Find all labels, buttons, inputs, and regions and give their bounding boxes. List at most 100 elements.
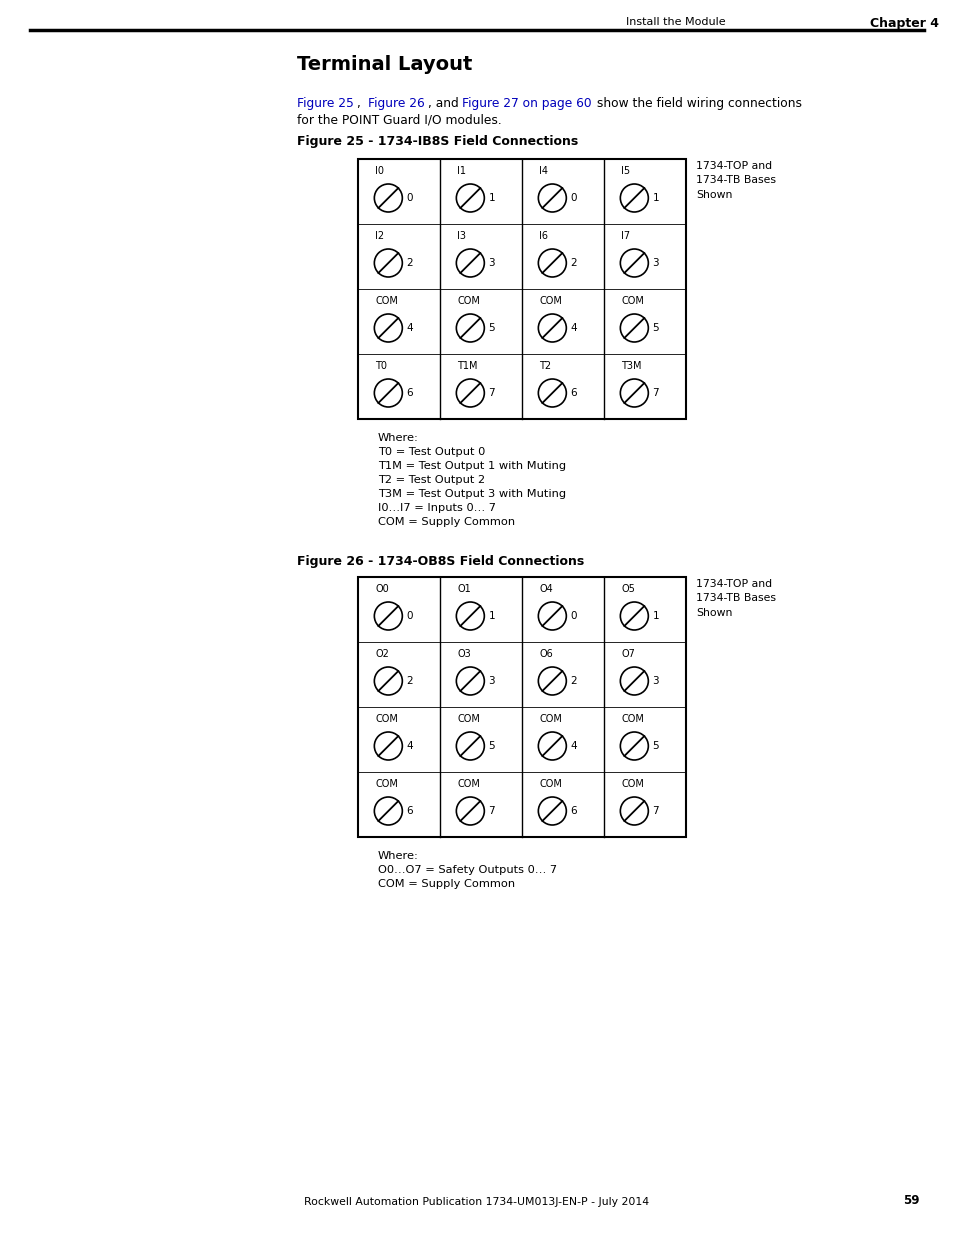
Circle shape: [619, 379, 648, 408]
Bar: [357, 577, 685, 837]
Text: 2: 2: [406, 676, 413, 685]
Text: 6: 6: [570, 806, 577, 816]
Text: T3M: T3M: [620, 361, 641, 370]
Text: O2: O2: [375, 650, 389, 659]
Text: T1M = Test Output 1 with Muting: T1M = Test Output 1 with Muting: [377, 461, 565, 471]
Text: I3: I3: [456, 231, 466, 241]
Circle shape: [456, 249, 484, 277]
Circle shape: [537, 667, 566, 695]
Circle shape: [374, 379, 402, 408]
Text: T1M: T1M: [456, 361, 477, 370]
Text: ,: ,: [356, 98, 364, 110]
Circle shape: [374, 601, 402, 630]
Text: COM: COM: [620, 779, 643, 789]
Text: T0: T0: [375, 361, 387, 370]
Text: O0: O0: [375, 584, 389, 594]
Text: 7: 7: [652, 388, 659, 398]
Text: Where:: Where:: [377, 433, 418, 443]
Text: 3: 3: [488, 676, 495, 685]
Text: Figure 26: Figure 26: [368, 98, 424, 110]
Text: COM: COM: [375, 296, 397, 306]
Text: 6: 6: [406, 806, 413, 816]
Circle shape: [537, 314, 566, 342]
Text: 7: 7: [652, 806, 659, 816]
Circle shape: [374, 184, 402, 212]
Circle shape: [374, 667, 402, 695]
Circle shape: [374, 249, 402, 277]
Text: Figure 25 - 1734-IB8S Field Connections: Figure 25 - 1734-IB8S Field Connections: [296, 135, 578, 148]
Text: O6: O6: [538, 650, 553, 659]
Text: COM: COM: [538, 296, 561, 306]
Circle shape: [456, 379, 484, 408]
Text: 1734-TOP and
1734-TB Bases
Shown: 1734-TOP and 1734-TB Bases Shown: [696, 161, 775, 200]
Text: show the field wiring connections: show the field wiring connections: [593, 98, 801, 110]
Text: Install the Module: Install the Module: [625, 17, 725, 27]
Text: I5: I5: [620, 165, 630, 177]
Text: Rockwell Automation Publication 1734-UM013J-EN-P - July 2014: Rockwell Automation Publication 1734-UM0…: [304, 1197, 649, 1207]
Text: 0: 0: [406, 611, 413, 621]
Text: COM: COM: [375, 714, 397, 724]
Text: 5: 5: [652, 324, 659, 333]
Text: 1734-TOP and
1734-TB Bases
Shown: 1734-TOP and 1734-TB Bases Shown: [696, 579, 775, 618]
Text: I2: I2: [375, 231, 384, 241]
Text: 7: 7: [488, 806, 495, 816]
Text: 2: 2: [570, 676, 577, 685]
Circle shape: [456, 797, 484, 825]
Bar: [357, 159, 685, 419]
Text: 3: 3: [488, 258, 495, 268]
Text: I0…I7 = Inputs 0… 7: I0…I7 = Inputs 0… 7: [377, 503, 496, 513]
Text: I7: I7: [620, 231, 630, 241]
Text: O3: O3: [456, 650, 471, 659]
Text: 5: 5: [652, 741, 659, 751]
Text: COM: COM: [456, 779, 479, 789]
Text: 0: 0: [570, 193, 577, 203]
Text: COM = Supply Common: COM = Supply Common: [377, 879, 515, 889]
Circle shape: [374, 797, 402, 825]
Text: COM: COM: [456, 296, 479, 306]
Text: 1: 1: [488, 193, 495, 203]
Text: T2: T2: [538, 361, 551, 370]
Text: T0 = Test Output 0: T0 = Test Output 0: [377, 447, 485, 457]
Text: 3: 3: [652, 258, 659, 268]
Circle shape: [374, 732, 402, 760]
Text: COM: COM: [620, 714, 643, 724]
Text: 6: 6: [570, 388, 577, 398]
Text: I1: I1: [456, 165, 466, 177]
Text: COM: COM: [620, 296, 643, 306]
Circle shape: [619, 797, 648, 825]
Text: 3: 3: [652, 676, 659, 685]
Circle shape: [619, 667, 648, 695]
Text: 2: 2: [406, 258, 413, 268]
Text: COM = Supply Common: COM = Supply Common: [377, 517, 515, 527]
Circle shape: [456, 732, 484, 760]
Circle shape: [456, 184, 484, 212]
Text: 5: 5: [488, 741, 495, 751]
Text: 5: 5: [488, 324, 495, 333]
Text: , and: , and: [428, 98, 462, 110]
Circle shape: [537, 601, 566, 630]
Circle shape: [537, 797, 566, 825]
Text: 0: 0: [406, 193, 413, 203]
Text: 4: 4: [570, 324, 577, 333]
Text: COM: COM: [456, 714, 479, 724]
Text: O0…O7 = Safety Outputs 0… 7: O0…O7 = Safety Outputs 0… 7: [377, 864, 557, 876]
Text: 4: 4: [406, 324, 413, 333]
Text: I4: I4: [538, 165, 548, 177]
Text: 1: 1: [488, 611, 495, 621]
Circle shape: [619, 601, 648, 630]
Circle shape: [456, 601, 484, 630]
Text: Figure 27 on page 60: Figure 27 on page 60: [461, 98, 591, 110]
Text: COM: COM: [538, 714, 561, 724]
Text: 59: 59: [902, 1194, 919, 1207]
Text: O5: O5: [620, 584, 635, 594]
Text: O1: O1: [456, 584, 471, 594]
Circle shape: [619, 314, 648, 342]
Circle shape: [537, 732, 566, 760]
Text: 0: 0: [570, 611, 577, 621]
Circle shape: [619, 249, 648, 277]
Text: COM: COM: [538, 779, 561, 789]
Circle shape: [374, 314, 402, 342]
Text: Where:: Where:: [377, 851, 418, 861]
Text: 4: 4: [406, 741, 413, 751]
Text: COM: COM: [375, 779, 397, 789]
